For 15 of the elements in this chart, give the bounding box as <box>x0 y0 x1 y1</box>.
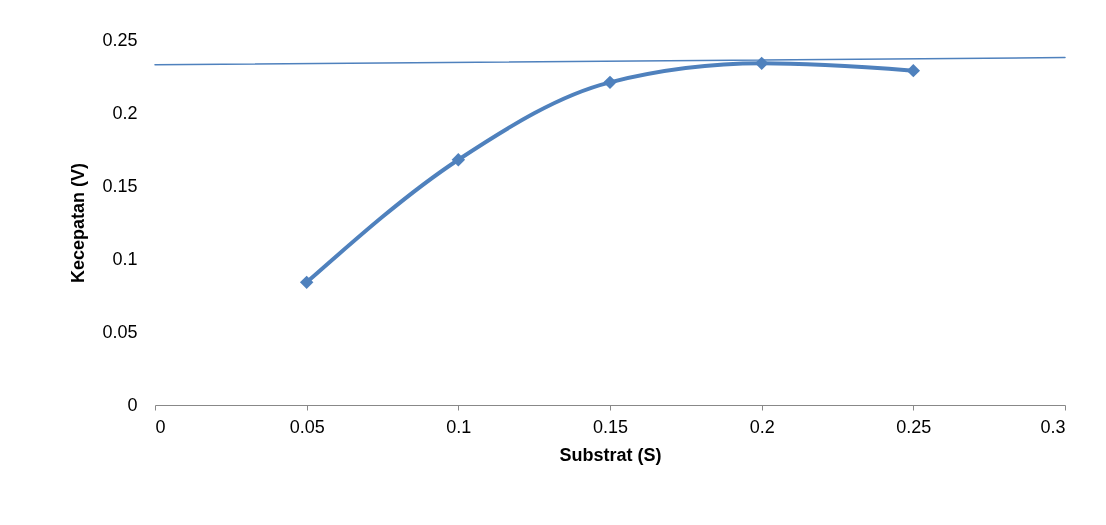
y-tick-label: 0.2 <box>112 102 138 123</box>
x-tick-label: 0.1 <box>446 416 472 437</box>
x-tick-label: 0.3 <box>1040 416 1066 437</box>
x-tick-label: 0.15 <box>592 416 629 437</box>
x-axis-title: Substrat (S) <box>559 444 662 465</box>
x-tick-label: 0 <box>155 416 166 437</box>
x-tick-label: 0.05 <box>289 416 325 437</box>
y-tick-label: 0.25 <box>102 29 138 50</box>
y-axis-title: Kecepatan (V) <box>68 162 89 284</box>
y-tick-label: 0.05 <box>102 321 138 342</box>
y-tick-label: 0.1 <box>112 248 138 269</box>
y-tick-label: 0 <box>127 394 138 415</box>
x-tick-label: 0.25 <box>896 416 932 437</box>
y-tick-label: 0.15 <box>102 175 138 196</box>
x-tick-label: 0.2 <box>749 416 775 437</box>
